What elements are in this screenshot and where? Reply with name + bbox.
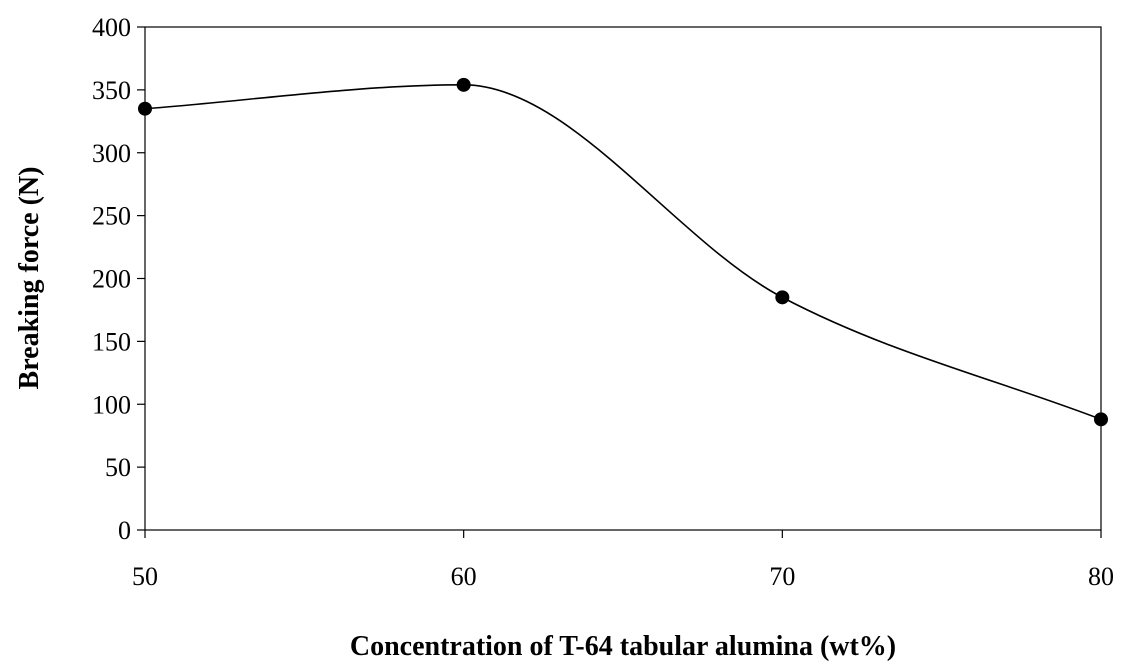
plot-area-frame xyxy=(144,26,1102,531)
y-tick-label: 400 xyxy=(92,13,131,42)
data-markers xyxy=(138,77,1108,427)
series-line xyxy=(144,84,1102,421)
x-tick-label: 50 xyxy=(132,562,158,591)
y-tick-label: 0 xyxy=(118,516,131,545)
data-point xyxy=(456,77,471,92)
x-tick-label: 70 xyxy=(769,562,795,591)
data-point xyxy=(775,290,790,305)
x-axis: 50 60 70 80 xyxy=(132,530,1114,591)
x-axis-title: Concentration of T-64 tabular alumina (w… xyxy=(350,631,896,662)
y-tick-label: 250 xyxy=(92,202,131,231)
data-point xyxy=(1094,412,1108,427)
y-tick-label: 100 xyxy=(92,390,131,419)
y-axis: 0 50 100 150 200 250 300 350 400 xyxy=(92,13,145,545)
x-tick-label: 60 xyxy=(451,562,477,591)
y-tick-label: 200 xyxy=(92,265,131,294)
y-tick-label: 350 xyxy=(92,76,131,105)
x-tick-label: 80 xyxy=(1088,562,1114,591)
data-point xyxy=(138,101,152,116)
y-tick-label: 50 xyxy=(105,453,131,482)
y-tick-label: 150 xyxy=(92,327,131,356)
y-axis-title: Breaking force (N) xyxy=(14,167,45,390)
y-tick-label: 300 xyxy=(92,139,131,168)
